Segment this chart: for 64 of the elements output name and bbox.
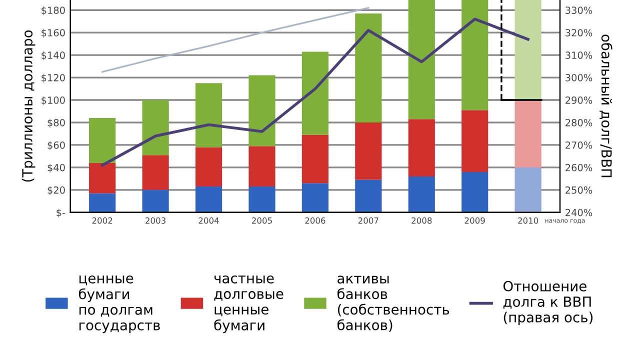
y2-tick-label: 310% — [566, 52, 592, 59]
bar — [462, 172, 488, 212]
y2-tick-label: 250% — [566, 186, 592, 194]
y2-tick-label: 290% — [566, 96, 592, 104]
line-series — [100, 18, 530, 167]
y2-tick-label: 270% — [566, 141, 592, 149]
bar — [142, 100, 169, 156]
x-tick-label: 2010 — [518, 217, 538, 224]
bar — [408, 119, 435, 176]
x-tick-label: 2005 — [252, 217, 272, 224]
bar — [142, 155, 169, 190]
bar — [514, 100, 542, 168]
legend-label: ценные бумаги по долгам государств — [78, 275, 160, 334]
y2-tick-label: 260% — [566, 164, 592, 172]
x-tick-label: 2009 — [464, 217, 485, 224]
y2-tick-label: 300% — [566, 74, 592, 82]
y-tick-label: $80 — [48, 118, 65, 128]
bar — [89, 193, 116, 212]
y-tick-label: $60 — [48, 141, 65, 150]
x-tick-label: 2006 — [305, 217, 326, 224]
y-tick-label: $40 — [48, 164, 65, 173]
x-tick-label: 2003 — [146, 217, 166, 224]
y2-tick-label: 280% — [566, 118, 592, 126]
bar — [355, 180, 382, 212]
legend-label: частные долговые ценные бумаги — [214, 275, 284, 334]
y2-tick-label: 240% — [566, 208, 592, 216]
y-tick-label: $140 — [42, 51, 65, 60]
bar — [302, 52, 329, 135]
line-series — [101, 7, 370, 73]
y-tick-label: $180 — [42, 6, 65, 16]
y-axis-title: (Триллионы долларо — [22, 30, 36, 182]
y2-axis-title: обальный долг/ВВП — [600, 34, 612, 178]
x-tick-label: 2008 — [412, 217, 432, 224]
bar — [195, 186, 222, 212]
bar — [248, 186, 276, 212]
bar — [408, 176, 435, 212]
y-tick-label: $20 — [48, 186, 65, 196]
x-tick-label: 2002 — [92, 217, 112, 224]
bar — [302, 134, 329, 184]
bar — [195, 83, 222, 148]
y2-tick-label: 320% — [566, 29, 592, 36]
bar — [462, 110, 488, 172]
legend-label: активы банков (собственность банков) — [338, 276, 450, 332]
bar — [195, 147, 222, 187]
bar — [142, 190, 169, 212]
y2-tick-label: 330% — [566, 6, 592, 14]
bar — [514, 0, 542, 100]
y-tick-label: $100 — [42, 96, 65, 106]
bar — [89, 118, 116, 163]
bar — [408, 0, 435, 120]
bar — [514, 167, 542, 212]
y-tick-label: $160 — [42, 28, 65, 38]
y-tick-label: $- — [56, 208, 66, 218]
bar — [89, 162, 116, 194]
y-tick-label: $120 — [42, 74, 65, 83]
bar — [355, 122, 382, 180]
x-tick-label: 2007 — [358, 217, 378, 224]
x-tick-label: 2004 — [198, 217, 219, 224]
bar — [248, 146, 276, 187]
legend-label: Отношение долга к ВВП (правая ось) — [503, 280, 593, 326]
bar — [302, 183, 329, 212]
bar — [355, 13, 382, 122]
bar — [462, 0, 488, 110]
bar — [248, 75, 276, 146]
